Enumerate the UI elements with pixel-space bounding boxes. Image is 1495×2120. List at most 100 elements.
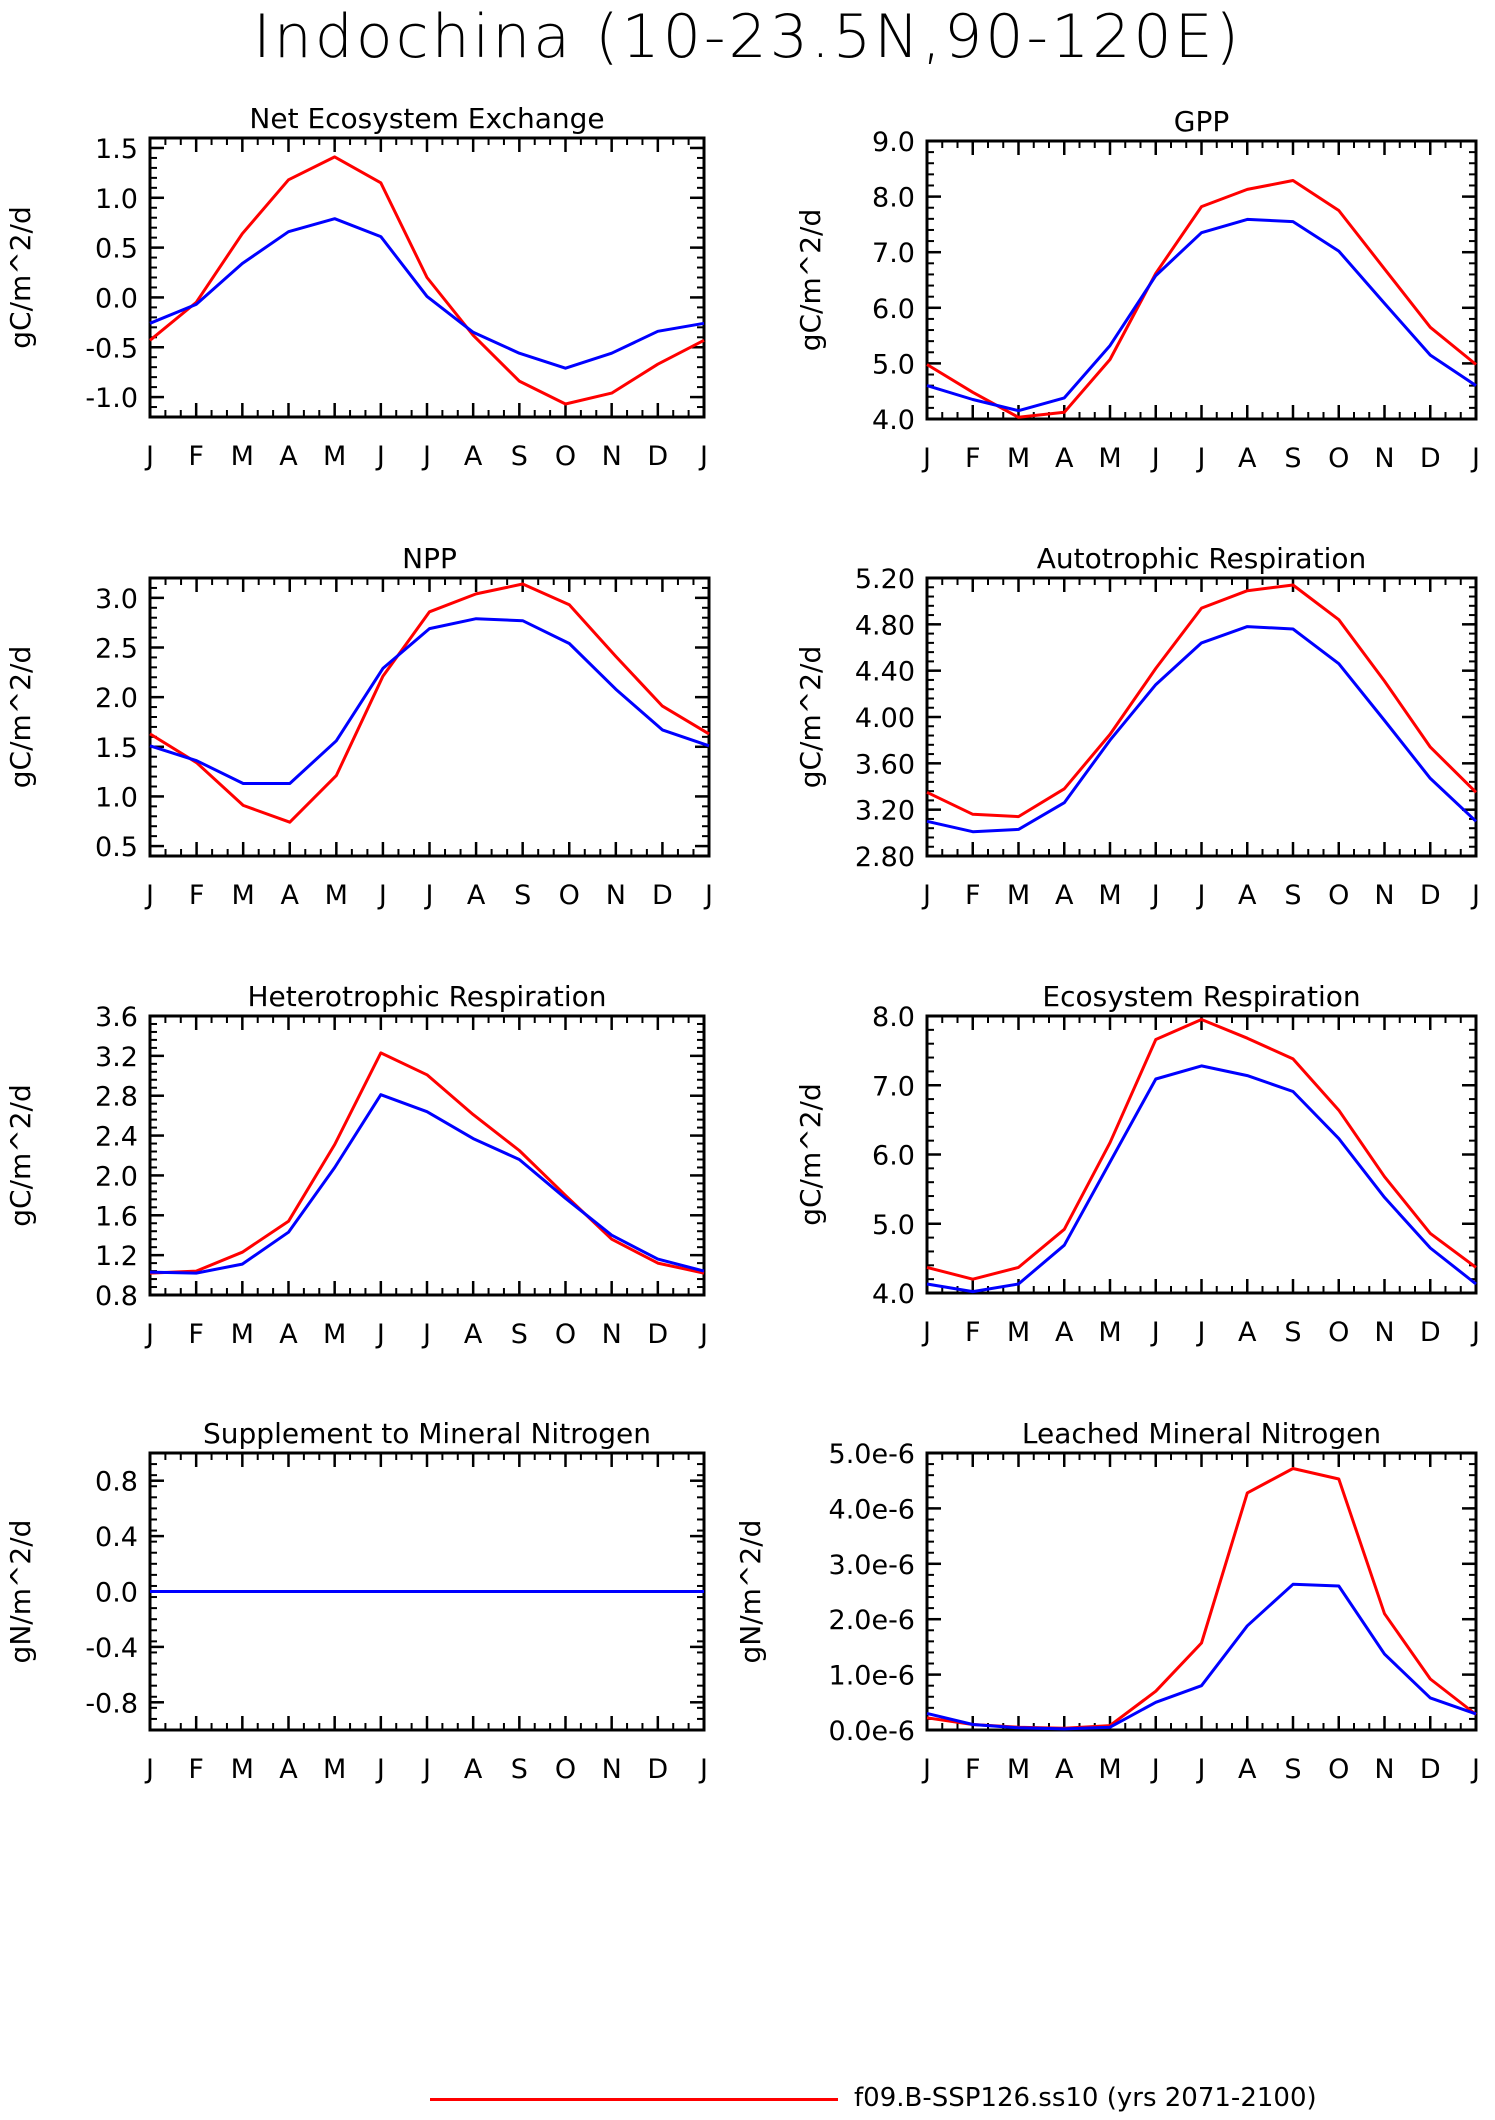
chart-title: Autotrophic Respiration [1037, 542, 1366, 575]
y-tick-label: 5.0 [872, 349, 915, 380]
y-tick-label: 0.0e-6 [829, 1716, 915, 1747]
x-tick-label: M [231, 1754, 254, 1785]
x-tick-label: J [1196, 443, 1206, 474]
x-tick-label: D [647, 1754, 668, 1785]
y-tick-label: 1.6 [95, 1201, 138, 1232]
x-tick-label: J [703, 880, 713, 911]
x-tick-label: D [1420, 1317, 1441, 1348]
x-tick-label: O [1328, 443, 1349, 474]
x-tick-label: F [965, 443, 981, 474]
y-tick-label: 2.8 [95, 1082, 138, 1113]
figure-title: Indochina (10-23.5N,90-120E) [253, 2, 1242, 72]
x-tick-label: A [1055, 443, 1074, 474]
x-tick-label: S [511, 1319, 528, 1350]
x-tick-label: D [647, 441, 668, 472]
x-tick-label: J [421, 441, 431, 472]
x-tick-label: F [965, 1754, 981, 1785]
legend-line-red [430, 2098, 838, 2101]
x-tick-label: S [511, 441, 528, 472]
chart-title: Ecosystem Respiration [1042, 980, 1360, 1013]
x-tick-label: J [375, 1754, 385, 1785]
series-line-blue [149, 1093, 705, 1275]
x-tick-label: S [514, 880, 531, 911]
x-tick-label: M [1007, 443, 1030, 474]
series-line-blue [926, 217, 1477, 413]
chart-title: Heterotrophic Respiration [248, 980, 607, 1013]
y-tick-label: 0.4 [95, 1522, 138, 1553]
chart-panel-3: J F M A M J J A S O N D J0.51.01.52.02.53.0NPPgC/m^2… [4, 542, 713, 911]
y-tick-label: 7.0 [872, 238, 915, 269]
series-line-red [926, 1018, 1477, 1281]
x-tick-label: M [231, 441, 254, 472]
x-tick-label: M [1007, 1754, 1030, 1785]
y-tick-label: 2.0e-6 [829, 1605, 915, 1636]
x-tick-label: N [1374, 443, 1394, 474]
y-tick-label: 4.40 [855, 657, 915, 688]
x-tick-label: O [1328, 880, 1349, 911]
y-axis-label: gN/m^2/d [4, 1520, 37, 1664]
x-tick-label: A [281, 880, 300, 911]
x-tick-label: J [377, 880, 387, 911]
x-tick-label: S [1284, 1317, 1301, 1348]
y-tick-label: 2.0 [95, 1161, 138, 1192]
chart-title: NPP [402, 542, 457, 575]
chart-panel-4: J F M A M J J A S O N D J2.803.203.604.004.404.805.2… [794, 542, 1480, 911]
y-tick-label: -1.0 [85, 383, 138, 414]
y-axis-label: gN/m^2/d [734, 1520, 767, 1664]
x-tick-label: D [652, 880, 673, 911]
x-tick-label: J [421, 1319, 431, 1350]
series-line-blue [149, 217, 705, 370]
x-tick-label: J [698, 1754, 708, 1785]
series-line-red [926, 1467, 1477, 1730]
series-line-blue [926, 625, 1478, 834]
x-tick-label: M [323, 1319, 346, 1350]
x-tick-label: N [1374, 1754, 1394, 1785]
x-tick-label: A [464, 1319, 483, 1350]
x-tick-label: J [698, 441, 708, 472]
x-tick-label: A [464, 1754, 483, 1785]
y-tick-label: 3.0e-6 [829, 1550, 915, 1581]
y-tick-label: 2.5 [95, 634, 138, 665]
x-tick-label: A [1055, 880, 1074, 911]
plot-frame [925, 576, 1478, 858]
y-tick-label: 0.8 [95, 1467, 138, 1498]
x-tick-label: M [1098, 880, 1121, 911]
x-tick-label: N [602, 441, 622, 472]
x-tick-label: N [602, 1754, 622, 1785]
x-tick-label: J [921, 1754, 931, 1785]
x-tick-label: J [1150, 1317, 1160, 1348]
series-line-red [149, 1051, 705, 1275]
x-tick-label: N [602, 1319, 622, 1350]
x-tick-label: S [511, 1754, 528, 1785]
x-tick-label: J [1150, 880, 1160, 911]
chart-title: Leached Mineral Nitrogen [1022, 1417, 1381, 1450]
y-tick-label: 4.0 [872, 405, 915, 436]
y-tick-label: 1.5 [95, 733, 138, 764]
y-tick-label: 4.80 [855, 610, 915, 641]
y-tick-label: 1.0 [95, 184, 138, 215]
x-tick-label: A [1055, 1317, 1074, 1348]
y-tick-label: 8.0 [872, 183, 915, 214]
x-tick-label: O [559, 880, 580, 911]
x-tick-label: M [1098, 1754, 1121, 1785]
x-tick-label: J [1470, 443, 1480, 474]
y-tick-label: 0.0 [95, 283, 138, 314]
x-tick-label: M [325, 880, 348, 911]
x-tick-label: M [231, 1319, 254, 1350]
y-tick-label: 3.20 [855, 796, 915, 827]
y-tick-label: 6.0 [872, 294, 915, 325]
y-tick-label: 1.0 [95, 782, 138, 813]
y-tick-label: 0.0 [95, 1578, 138, 1609]
x-tick-label: D [1420, 443, 1441, 474]
x-tick-label: J [424, 880, 434, 911]
x-tick-label: D [1420, 880, 1441, 911]
x-tick-label: J [375, 1319, 385, 1350]
y-tick-label: 4.00 [855, 703, 915, 734]
series-line-blue [926, 1064, 1477, 1294]
x-tick-label: J [1150, 443, 1160, 474]
x-tick-label: A [279, 1754, 298, 1785]
chart-title: Supplement to Mineral Nitrogen [203, 1417, 651, 1450]
plot-frame [148, 1014, 706, 1297]
